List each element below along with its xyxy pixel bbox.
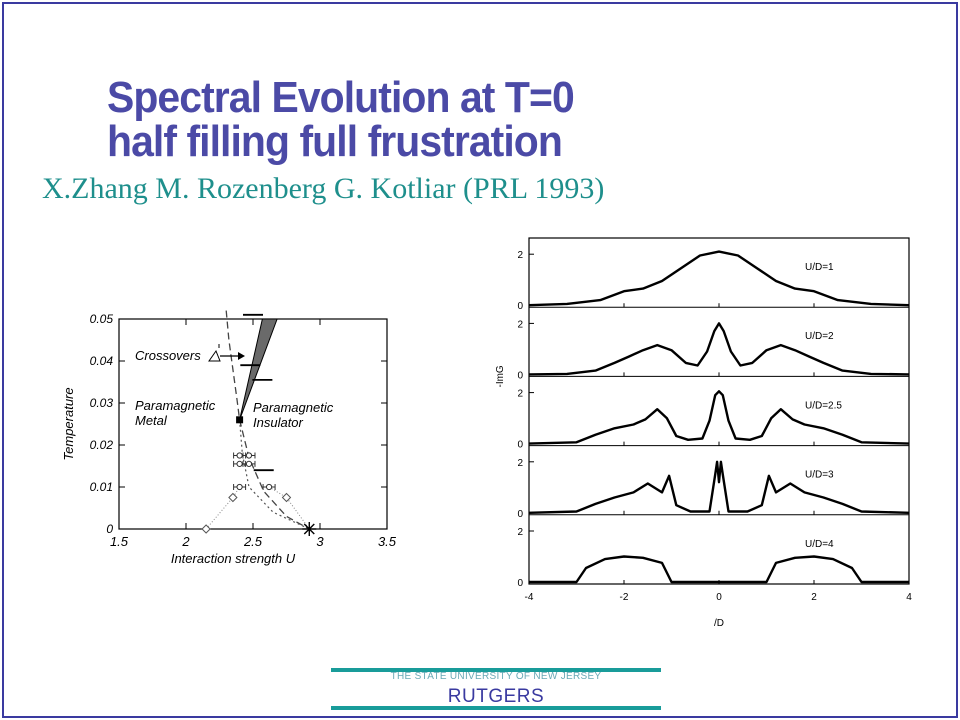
circle-point	[236, 452, 243, 459]
x-axis-label: /D	[714, 618, 724, 629]
panel-y-tick-label: 0	[517, 370, 523, 381]
panel-label: U/D=1	[805, 262, 834, 273]
annotation-insulator-line1: Paramagnetic	[253, 400, 334, 415]
crossover-triangle	[208, 349, 221, 362]
annotation-metal-line1: Paramagnetic	[135, 398, 216, 413]
phase-diagram-chart: 1.5 2 2.5 3 3.5 0 0.01 0.02 0.03 0.04 0.05 Interact…	[61, 310, 397, 566]
annotation-crossovers: Crossovers	[135, 348, 201, 363]
diamond-point	[281, 492, 292, 503]
spectra-frame	[528, 237, 910, 585]
y-tick-label: 0	[106, 522, 113, 536]
x-tick-label: 2	[811, 592, 817, 603]
spectral-function-chart: 0 2 U/D=1 0 2 U/D=2 0 2 U/D=2.5 0 2 U/D=3 0 2 U/D=4 -4 -…	[495, 237, 912, 629]
phase-boundary-line	[268, 486, 310, 530]
crossover-arrowhead	[238, 352, 245, 360]
x-tick-label: -4	[525, 592, 534, 603]
diamond-point	[228, 492, 238, 503]
circle-point	[265, 483, 273, 491]
annotation-metal-line2: Metal	[135, 413, 168, 428]
y-tick-label: 0.05	[90, 312, 114, 326]
phase-boundary-line	[205, 486, 241, 530]
footer-university: THE STATE UNIVERSITY OF NEW JERSEY	[390, 671, 602, 682]
x-tick-label: 0	[716, 592, 722, 603]
panel-y-tick-label: 2	[517, 527, 523, 538]
circle-point	[236, 460, 243, 467]
panel-label: U/D=4	[805, 539, 834, 550]
x-tick-label: 1.5	[110, 534, 129, 549]
zero-temperature-star	[303, 523, 315, 535]
footer-logo-text: RUTGERS	[447, 686, 545, 707]
x-axis-label: Interaction strength U	[171, 551, 296, 566]
circle-point	[236, 483, 243, 491]
panel-y-tick-label: 0	[517, 301, 523, 312]
slide-title: Spectral Evolution at T=0	[107, 73, 575, 122]
x-tick-label: 3.5	[378, 534, 397, 549]
y-axis-label: -ImG	[495, 365, 506, 387]
panel-label: U/D=2	[805, 331, 834, 342]
panel-label: U/D=3	[805, 470, 834, 481]
panel-label: U/D=2.5	[805, 400, 842, 411]
spectral-curve	[528, 460, 910, 514]
panel-y-tick-label: 2	[517, 319, 523, 330]
annotation-insulator-line2: Insulator	[253, 415, 304, 430]
x-tick-label: 4	[906, 592, 912, 603]
panel-y-tick-label: 2	[517, 389, 523, 400]
spectral-curve	[528, 322, 910, 376]
spectral-curve	[528, 250, 910, 307]
slide-subtitle: X.Zhang M. Rozenberg G. Kotliar (PRL 199…	[42, 172, 605, 205]
y-tick-label: 0.03	[90, 396, 114, 410]
y-tick-label: 0.04	[90, 354, 114, 368]
panel-y-tick-label: 0	[517, 440, 523, 451]
footer-rule-top	[331, 668, 661, 672]
panel-y-tick-label: 0	[517, 509, 523, 520]
panel-y-tick-label: 0	[517, 578, 523, 589]
critical-point	[236, 416, 244, 424]
spectral-curve	[529, 555, 909, 584]
panel-y-tick-label: 2	[517, 458, 523, 469]
footer-rule-bottom	[331, 706, 661, 710]
spectral-curve	[528, 390, 910, 445]
x-tick-label: 3	[316, 534, 324, 549]
x-tick-label: -2	[620, 592, 629, 603]
y-tick-label: 0.01	[90, 480, 113, 494]
x-tick-label: 2.5	[243, 534, 263, 549]
y-axis-label: Temperature	[61, 387, 76, 460]
circle-point	[245, 460, 253, 467]
diamond-point	[201, 524, 211, 534]
coexistence-region	[239, 318, 278, 420]
panel-y-tick-label: 2	[517, 250, 523, 261]
slide-title-line2: half filling full frustration	[107, 117, 563, 166]
x-tick-label: 2	[181, 534, 190, 549]
y-tick-label: 0.02	[90, 438, 114, 452]
phase-boundary-line	[239, 419, 310, 530]
circle-point	[245, 452, 253, 459]
